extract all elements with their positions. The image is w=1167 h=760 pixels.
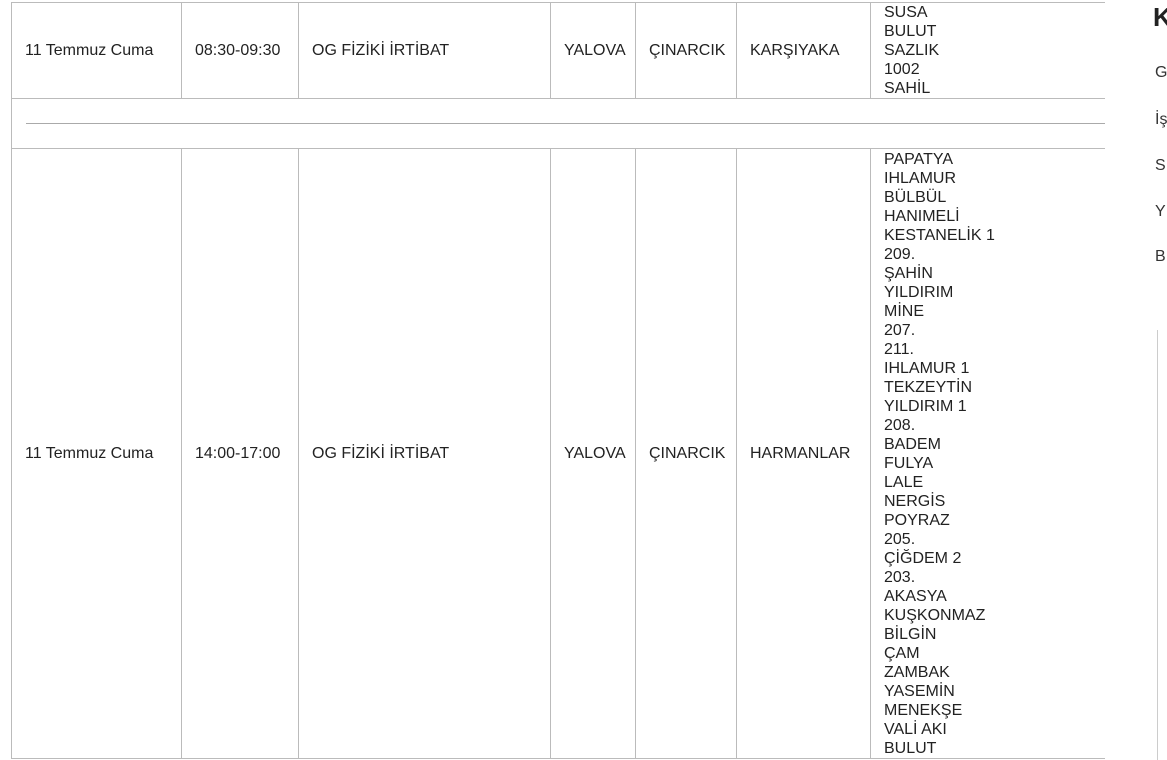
street-name: IHLAMUR [884, 169, 957, 187]
street-name: ŞAHİN [884, 264, 933, 282]
street-name: NERGİS [884, 492, 946, 510]
street-name: ZAMBAK [884, 663, 950, 681]
street-name: LALE [884, 473, 924, 491]
street-name: BADEM [884, 435, 941, 453]
district-text: ÇINARCIK [649, 444, 726, 462]
street-name: KESTANELİK 1 [884, 226, 995, 244]
district-cell: ÇINARCIK [635, 149, 736, 758]
city-cell: YALOVA [550, 3, 635, 98]
separator-line [26, 123, 1105, 124]
street-name: FULYA [884, 454, 934, 472]
sidebar-item[interactable]: B [1155, 248, 1166, 265]
date-cell: 11 Temmuz Cuma [11, 3, 181, 98]
street-name: ÇİĞDEM 2 [884, 549, 962, 567]
neighborhood-cell: KARŞIYAKA [736, 3, 870, 98]
district-text: ÇINARCIK [649, 41, 726, 59]
street-name: TEKZEYTİN [884, 378, 973, 396]
street-name: 203. [884, 568, 916, 586]
street-list: PAPATYA IHLAMUR BÜLBÜL HANIMELİ KESTANELİK 1… [884, 150, 995, 758]
sidebar-item[interactable]: İş [1155, 111, 1167, 128]
street-name: IHLAMUR 1 [884, 359, 970, 377]
street-name: YILDIRIM 1 [884, 397, 967, 415]
neighborhood-cell: HARMANLAR [736, 149, 870, 758]
street-name: BİLGİN [884, 625, 937, 643]
street-name: SAZLIK [884, 42, 940, 59]
streets-cell: PAPATYA IHLAMUR BÜLBÜL HANIMELİ KESTANELİK 1… [870, 149, 1105, 758]
street-name: BULUT [884, 739, 937, 757]
sidebar-item[interactable]: Y [1155, 203, 1166, 220]
street-name: ÇAM [884, 644, 920, 662]
city-cell: YALOVA [550, 149, 635, 758]
time-text: 14:00-17:00 [195, 444, 281, 462]
sidebar-title: K [1153, 2, 1167, 32]
street-name: 205. [884, 530, 916, 548]
row-separator [11, 99, 1105, 148]
street-name: MİNE [884, 302, 924, 320]
street-name: YILDIRIM [884, 283, 954, 301]
street-name: VALİ AKI [884, 720, 947, 738]
street-list: SUSA BULUT SAZLIK 1002 SAHİL [884, 3, 939, 98]
streets-cell: SUSA BULUT SAZLIK 1002 SAHİL [870, 3, 1105, 98]
street-name: SAHİL [884, 80, 931, 97]
type-cell: OG FİZİKİ İRTİBAT [298, 149, 550, 758]
sidebar-border [1157, 330, 1158, 760]
street-name: YASEMİN [884, 682, 955, 700]
type-text: OG FİZİKİ İRTİBAT [312, 41, 450, 59]
date-cell: 11 Temmuz Cuma [11, 149, 181, 758]
neighborhood-text: KARŞIYAKA [750, 41, 840, 59]
sidebar-item[interactable]: G [1155, 64, 1167, 81]
street-name: 211. [884, 340, 914, 358]
street-name: PAPATYA [884, 150, 954, 168]
street-name: SUSA [884, 4, 928, 21]
time-cell: 14:00-17:00 [181, 149, 298, 758]
date-text: 11 Temmuz Cuma [25, 41, 154, 59]
type-cell: OG FİZİKİ İRTİBAT [298, 3, 550, 98]
street-name: BÜLBÜL [884, 188, 947, 206]
city-text: YALOVA [564, 41, 626, 59]
street-name: AKASYA [884, 587, 947, 605]
street-name: HANIMELİ [884, 207, 960, 225]
outage-table: 11 Temmuz Cuma 08:30-09:30 OG FİZİKİ İRTİB… [11, 2, 1105, 759]
table-row: 11 Temmuz Cuma 08:30-09:30 OG FİZİKİ İRTİB… [11, 2, 1105, 99]
table-row: 11 Temmuz Cuma 14:00-17:00 OG FİZİKİ İRTİB… [11, 148, 1105, 759]
street-name: MENEKŞE [884, 701, 963, 719]
street-name: 208. [884, 416, 916, 434]
street-name: 209. [884, 245, 916, 263]
street-name: 207. [884, 321, 916, 339]
street-name: POYRAZ [884, 511, 950, 529]
neighborhood-text: HARMANLAR [750, 444, 851, 462]
street-name: BULUT [884, 23, 937, 40]
type-text: OG FİZİKİ İRTİBAT [312, 444, 450, 462]
street-name: KUŞKONMAZ [884, 606, 986, 624]
city-text: YALOVA [564, 444, 626, 462]
date-text: 11 Temmuz Cuma [25, 444, 154, 462]
time-text: 08:30-09:30 [195, 41, 281, 59]
time-cell: 08:30-09:30 [181, 3, 298, 98]
sidebar-item[interactable]: S [1155, 157, 1166, 174]
district-cell: ÇINARCIK [635, 3, 736, 98]
street-name: 1002 [884, 61, 920, 78]
